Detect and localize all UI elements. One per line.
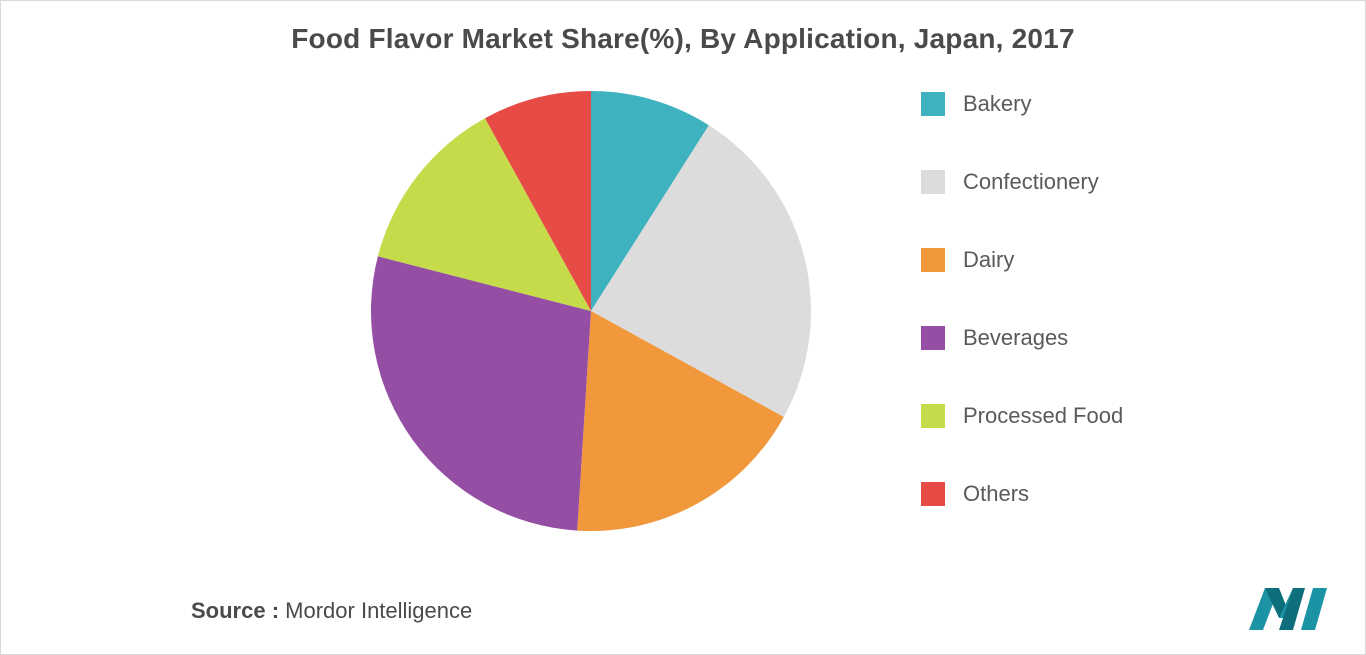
legend-label: Processed Food: [963, 403, 1123, 429]
source-attribution: Source : Mordor Intelligence: [191, 598, 472, 624]
legend-label: Confectionery: [963, 169, 1099, 195]
legend-swatch: [921, 170, 945, 194]
legend-swatch: [921, 92, 945, 116]
legend-label: Others: [963, 481, 1029, 507]
mi-logo-svg: [1245, 580, 1341, 636]
mi-logo: [1245, 580, 1341, 636]
legend-label: Bakery: [963, 91, 1031, 117]
legend-swatch: [921, 248, 945, 272]
legend-item-dairy: Dairy: [921, 247, 1241, 273]
source-value: Mordor Intelligence: [285, 598, 472, 623]
legend-swatch: [921, 482, 945, 506]
legend-item-confectionery: Confectionery: [921, 169, 1241, 195]
legend: Bakery Confectionery Dairy Beverages Process…: [921, 91, 1241, 507]
logo-bar-5: [1301, 588, 1327, 630]
legend-swatch: [921, 326, 945, 350]
legend-item-others: Others: [921, 481, 1241, 507]
chart-title: Food Flavor Market Share(%), By Applicat…: [1, 23, 1365, 55]
source-label: Source :: [191, 598, 279, 623]
legend-item-bakery: Bakery: [921, 91, 1241, 117]
pie-chart: [371, 91, 811, 531]
legend-item-processed-food: Processed Food: [921, 403, 1241, 429]
legend-swatch: [921, 404, 945, 428]
pie-svg: [371, 91, 811, 531]
legend-label: Beverages: [963, 325, 1068, 351]
chart-area: Bakery Confectionery Dairy Beverages Process…: [1, 81, 1365, 561]
chart-container: Food Flavor Market Share(%), By Applicat…: [0, 0, 1366, 655]
legend-item-beverages: Beverages: [921, 325, 1241, 351]
legend-label: Dairy: [963, 247, 1014, 273]
